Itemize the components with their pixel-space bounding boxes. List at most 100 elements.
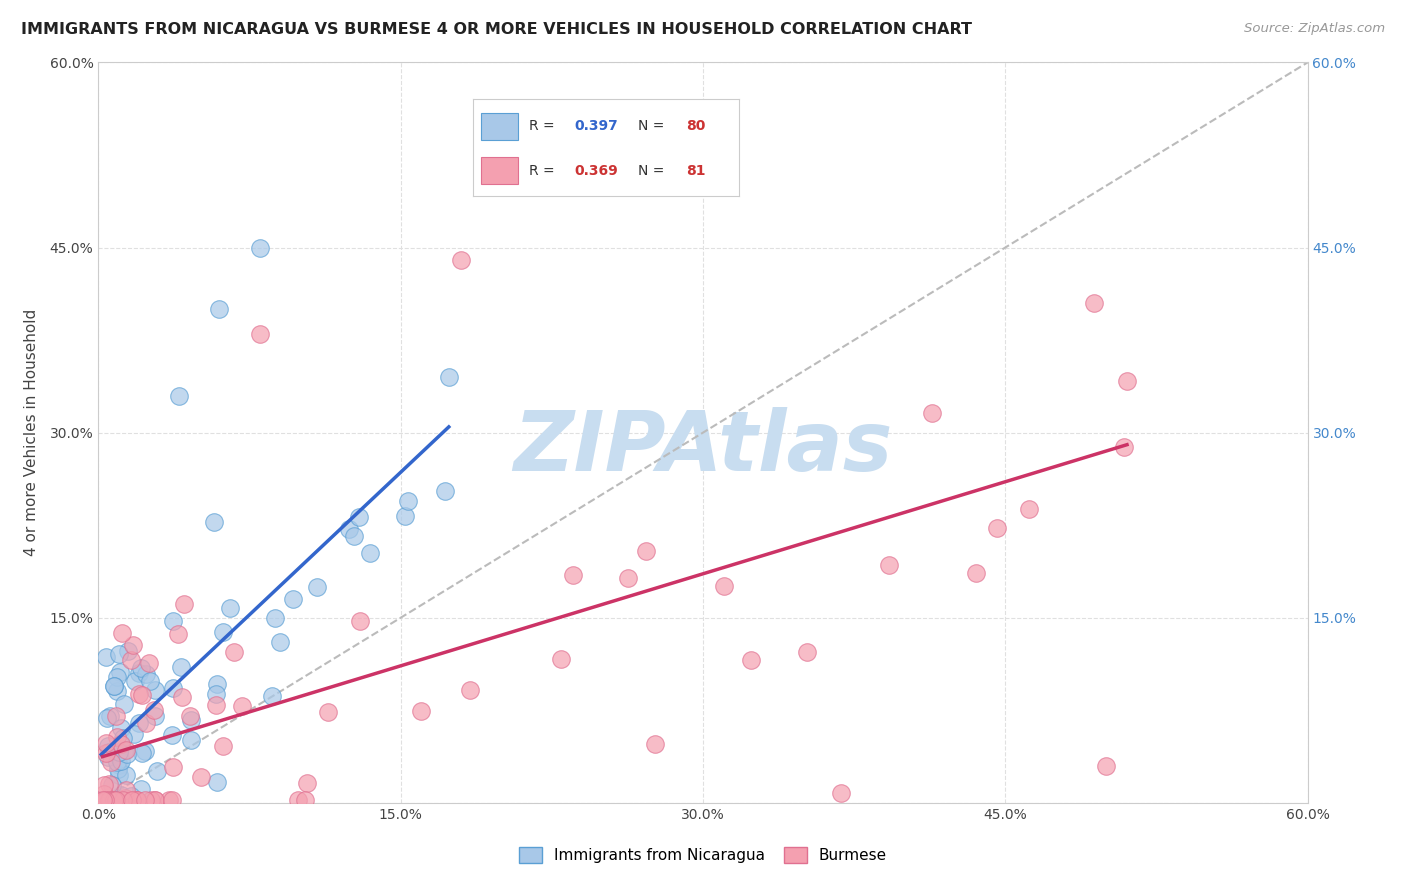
Point bbox=[112, 793, 135, 807]
Point bbox=[139, 793, 162, 807]
Point bbox=[231, 698, 253, 713]
Point bbox=[562, 568, 585, 582]
Point bbox=[458, 683, 481, 698]
Point bbox=[91, 793, 114, 807]
Point bbox=[349, 614, 371, 628]
Point bbox=[651, 104, 673, 119]
Point bbox=[98, 793, 121, 807]
Point bbox=[108, 745, 131, 759]
Point bbox=[118, 793, 141, 807]
Point bbox=[90, 793, 112, 807]
Point bbox=[307, 580, 329, 594]
Point bbox=[111, 731, 134, 745]
Point bbox=[96, 747, 118, 761]
Point bbox=[162, 681, 184, 695]
Point bbox=[128, 715, 150, 730]
Point bbox=[143, 793, 166, 807]
Point bbox=[124, 793, 146, 807]
Point bbox=[122, 727, 145, 741]
Point bbox=[287, 793, 309, 807]
Point bbox=[91, 793, 114, 807]
Point bbox=[796, 645, 818, 659]
Point bbox=[104, 793, 127, 807]
Point bbox=[115, 747, 138, 761]
Point bbox=[166, 626, 188, 640]
Point bbox=[100, 755, 122, 769]
Point bbox=[204, 687, 226, 701]
Point bbox=[343, 529, 366, 543]
Point bbox=[157, 793, 180, 807]
Point bbox=[162, 614, 184, 628]
Point bbox=[98, 708, 121, 723]
Point bbox=[135, 666, 157, 681]
Point bbox=[1116, 374, 1139, 388]
Point bbox=[101, 778, 124, 792]
Point bbox=[295, 776, 318, 790]
Point bbox=[394, 508, 416, 523]
Text: ZIPAtlas: ZIPAtlas bbox=[513, 407, 893, 488]
Point bbox=[131, 688, 153, 702]
Point bbox=[180, 733, 202, 747]
Point bbox=[986, 521, 1008, 535]
Point bbox=[212, 625, 235, 640]
Point bbox=[208, 302, 231, 317]
Point bbox=[121, 793, 143, 807]
Point bbox=[145, 708, 167, 723]
Point bbox=[127, 793, 149, 807]
Point bbox=[269, 635, 291, 649]
Point bbox=[107, 762, 129, 776]
Point bbox=[124, 673, 146, 688]
Point bbox=[108, 768, 131, 782]
Point bbox=[877, 558, 900, 572]
Point bbox=[94, 793, 117, 807]
Point bbox=[1083, 296, 1105, 310]
Point bbox=[115, 743, 138, 757]
Point bbox=[93, 793, 115, 807]
Point bbox=[636, 543, 658, 558]
Text: Source: ZipAtlas.com: Source: ZipAtlas.com bbox=[1244, 22, 1385, 36]
Point bbox=[134, 793, 156, 807]
Point bbox=[167, 388, 190, 402]
Point bbox=[110, 788, 132, 802]
Point bbox=[105, 755, 128, 769]
Point bbox=[105, 731, 128, 745]
Point bbox=[294, 793, 316, 807]
Point bbox=[107, 758, 129, 772]
Point bbox=[115, 782, 138, 797]
Point bbox=[1095, 758, 1118, 772]
Point bbox=[114, 790, 136, 805]
Point bbox=[347, 509, 370, 524]
Point bbox=[173, 598, 195, 612]
Point bbox=[91, 793, 114, 807]
Point bbox=[103, 793, 125, 807]
Point bbox=[103, 793, 125, 807]
Point bbox=[1114, 440, 1136, 454]
Point bbox=[437, 370, 460, 384]
Point bbox=[179, 708, 201, 723]
Point bbox=[97, 793, 120, 807]
Point bbox=[103, 793, 125, 807]
Point bbox=[143, 683, 166, 698]
Point bbox=[249, 240, 271, 255]
Point bbox=[264, 611, 287, 625]
Point bbox=[138, 656, 160, 670]
Point bbox=[170, 660, 193, 674]
Point bbox=[125, 793, 148, 807]
Point bbox=[97, 777, 120, 791]
Point bbox=[359, 546, 381, 560]
Point bbox=[117, 644, 139, 658]
Point bbox=[120, 653, 142, 667]
Point bbox=[162, 759, 184, 773]
Point bbox=[112, 744, 135, 758]
Point bbox=[138, 674, 160, 689]
Point bbox=[283, 592, 305, 607]
Point bbox=[129, 661, 152, 675]
Point bbox=[96, 711, 118, 725]
Point bbox=[644, 737, 666, 751]
Point bbox=[100, 793, 122, 807]
Y-axis label: 4 or more Vehicles in Household: 4 or more Vehicles in Household bbox=[24, 309, 38, 557]
Point bbox=[115, 768, 138, 782]
Point bbox=[91, 793, 114, 807]
Point bbox=[434, 484, 457, 499]
Point bbox=[128, 666, 150, 681]
